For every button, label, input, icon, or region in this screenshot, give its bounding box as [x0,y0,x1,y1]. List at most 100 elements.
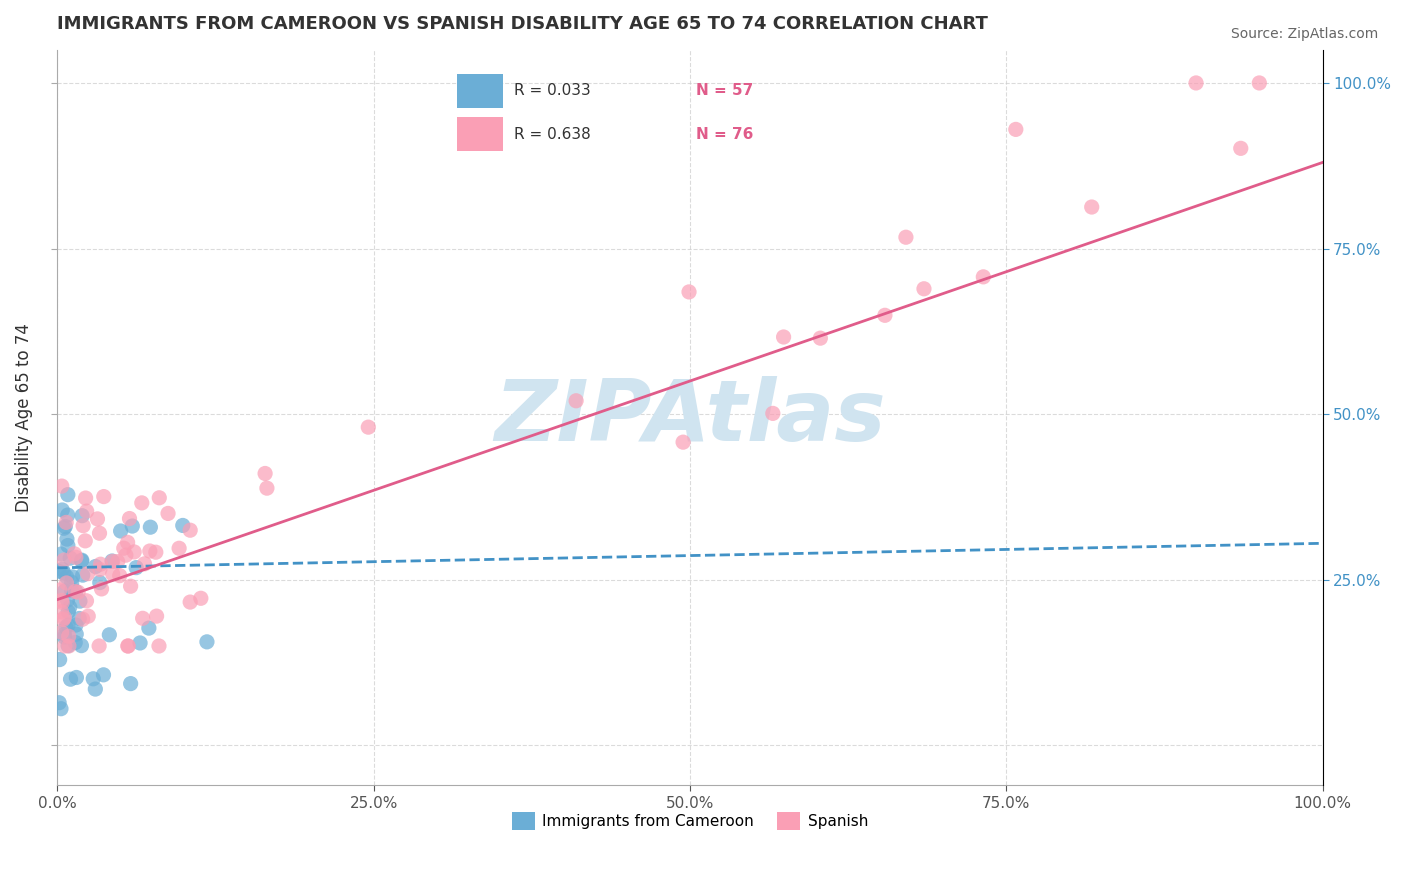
Spanish [51,593,73,607]
Spanish [772,330,794,344]
Immigrants from Cameroon [56,508,79,522]
Spanish [72,612,94,626]
Immigrants from Cameroon [125,560,148,574]
Spanish [101,554,124,568]
Spanish [565,393,588,408]
Spanish [134,557,156,571]
Spanish [76,504,98,518]
Immigrants from Cameroon [84,559,107,574]
Immigrants from Cameroon [56,639,79,653]
Spanish [254,467,277,481]
Immigrants from Cameroon [69,594,91,608]
Immigrants from Cameroon [110,524,132,538]
Spanish [117,535,139,549]
Spanish [112,541,135,556]
Immigrants from Cameroon [53,627,76,641]
Immigrants from Cameroon [89,575,111,590]
Spanish [1229,141,1251,155]
Immigrants from Cameroon [101,554,124,568]
Spanish [58,639,80,653]
Y-axis label: Disability Age 65 to 74: Disability Age 65 to 74 [15,323,32,512]
Immigrants from Cameroon [120,676,142,690]
Immigrants from Cameroon [67,611,90,625]
Immigrants from Cameroon [60,575,83,590]
Immigrants from Cameroon [48,564,70,578]
Spanish [145,545,167,559]
Immigrants from Cameroon [53,584,76,599]
Immigrants from Cameroon [98,628,121,642]
Immigrants from Cameroon [70,553,93,567]
Immigrants from Cameroon [195,635,218,649]
Spanish [55,576,77,591]
Spanish [55,516,77,530]
Immigrants from Cameroon [51,562,73,576]
Spanish [51,479,73,493]
Spanish [58,629,80,643]
Spanish [139,544,162,558]
Spanish [1004,122,1026,136]
Spanish [65,550,87,565]
Spanish [89,558,111,572]
Spanish [148,639,170,653]
Immigrants from Cameroon [172,518,194,533]
Spanish [53,610,76,624]
Text: Source: ZipAtlas.com: Source: ZipAtlas.com [1230,27,1378,41]
Immigrants from Cameroon [55,620,77,634]
Immigrants from Cameroon [70,508,93,523]
Immigrants from Cameroon [49,547,72,561]
Immigrants from Cameroon [139,520,162,534]
Spanish [51,625,73,640]
Immigrants from Cameroon [60,583,83,598]
Immigrants from Cameroon [49,702,72,716]
Immigrants from Cameroon [59,672,82,686]
Immigrants from Cameroon [70,639,93,653]
Spanish [145,609,167,624]
Spanish [51,595,73,609]
Spanish [1080,200,1102,214]
Spanish [72,518,94,533]
Spanish [53,639,76,653]
Immigrants from Cameroon [56,488,79,502]
Immigrants from Cameroon [65,618,87,632]
Immigrants from Cameroon [56,593,79,607]
Immigrants from Cameroon [56,618,79,632]
Immigrants from Cameroon [121,519,143,533]
Spanish [89,562,111,576]
Immigrants from Cameroon [65,671,87,685]
Legend: Immigrants from Cameroon, Spanish: Immigrants from Cameroon, Spanish [506,805,875,837]
Spanish [672,435,695,450]
Spanish [63,547,86,561]
Spanish [101,566,124,581]
Spanish [873,308,896,322]
Immigrants from Cameroon [58,605,80,619]
Immigrants from Cameroon [52,566,75,580]
Spanish [972,269,994,284]
Immigrants from Cameroon [65,584,87,599]
Immigrants from Cameroon [65,627,87,641]
Immigrants from Cameroon [53,519,76,533]
Spanish [67,585,90,599]
Immigrants from Cameroon [138,621,160,635]
Spanish [89,526,111,541]
Immigrants from Cameroon [129,636,152,650]
Spanish [762,406,785,420]
Spanish [77,609,100,624]
Spanish [122,545,145,559]
Immigrants from Cameroon [70,554,93,568]
Immigrants from Cameroon [56,532,79,546]
Spanish [75,533,97,548]
Spanish [76,566,98,581]
Immigrants from Cameroon [52,521,75,535]
Spanish [118,511,141,525]
Spanish [51,605,73,619]
Spanish [52,612,75,626]
Spanish [131,611,153,625]
Immigrants from Cameroon [59,551,82,566]
Spanish [167,541,190,556]
Immigrants from Cameroon [84,682,107,697]
Immigrants from Cameroon [93,668,115,682]
Spanish [107,555,129,569]
Spanish [115,548,138,562]
Spanish [87,639,110,653]
Immigrants from Cameroon [55,570,77,584]
